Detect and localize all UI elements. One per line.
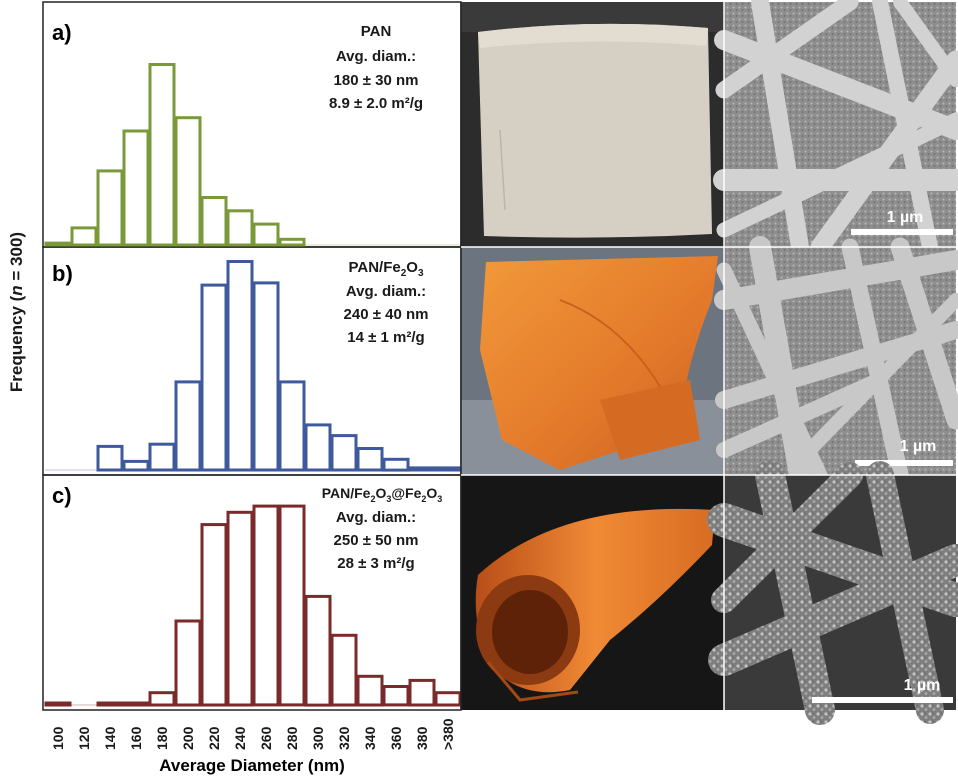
histogram-bar bbox=[200, 523, 228, 707]
histogram-bar bbox=[252, 281, 280, 472]
scale-bar-label: 1 µm bbox=[887, 209, 924, 226]
sem-image-pan: 1 µm bbox=[713, 0, 958, 257]
histogram-bar bbox=[96, 444, 124, 472]
histogram-bar bbox=[44, 701, 72, 707]
x-tick-label: 340 bbox=[362, 726, 378, 750]
histogram-bar bbox=[278, 504, 306, 707]
histogram-bar bbox=[174, 116, 202, 247]
histogram-bar bbox=[408, 678, 436, 707]
x-tick-label: 240 bbox=[232, 726, 248, 750]
histogram-bar bbox=[278, 237, 306, 247]
x-tick-label: >380 bbox=[440, 718, 456, 750]
histogram-bar bbox=[226, 510, 254, 707]
avg-diam-label: Avg. diam.: bbox=[346, 283, 426, 300]
panel-label-c: c) bbox=[52, 483, 72, 508]
scale-bar-label: 1 µm bbox=[904, 677, 941, 694]
x-tick-label: 280 bbox=[284, 726, 300, 750]
histogram-pan bbox=[44, 63, 461, 247]
histogram-bar bbox=[174, 380, 202, 472]
x-tick-label: 260 bbox=[258, 726, 274, 750]
series-title-pan: PAN bbox=[361, 23, 392, 40]
series-title-pan-fe2o3: PAN/Fe2O3 bbox=[348, 259, 423, 279]
x-tick-label: 300 bbox=[310, 726, 326, 750]
histogram-bar bbox=[148, 442, 176, 472]
surface-area-value: 8.9 ± 2.0 m²/g bbox=[329, 95, 423, 112]
avg-diameter-value: 240 ± 40 nm bbox=[344, 306, 429, 323]
histogram-bar bbox=[148, 691, 176, 707]
x-tick-label: 100 bbox=[50, 726, 66, 750]
histogram-bar bbox=[252, 504, 280, 707]
x-tick-label: 120 bbox=[76, 726, 92, 750]
x-tick-label: 160 bbox=[128, 726, 144, 750]
histogram-bar bbox=[96, 701, 124, 707]
scale-bar-label: 1 µm bbox=[900, 438, 937, 455]
x-tick-labels: 100 120 140 160 180 200 220 240 260 280 300 320 340 3… bbox=[50, 718, 456, 750]
photo-pan-fe2o3-mat bbox=[461, 247, 724, 475]
histogram-bar bbox=[434, 466, 462, 472]
x-axis-label: Average Diameter (nm) bbox=[159, 756, 345, 775]
histogram-pan-fe2o3 bbox=[45, 260, 462, 472]
histogram-bar bbox=[44, 241, 72, 247]
annotation-pan-fe2o3: PAN/Fe2O3 Avg. diam.: 240 ± 40 nm 14 ± 1… bbox=[344, 259, 429, 346]
avg-diameter-value: 250 ± 50 nm bbox=[334, 532, 419, 549]
histogram-bar bbox=[304, 423, 332, 472]
avg-diameter-value: 180 ± 30 nm bbox=[334, 72, 419, 89]
surface-area-value: 14 ± 1 m²/g bbox=[347, 329, 424, 346]
photo-pan-mat bbox=[461, 2, 724, 247]
annotation-pan: PAN Avg. diam.: 180 ± 30 nm 8.9 ± 2.0 m²… bbox=[329, 23, 423, 112]
histogram-bar bbox=[252, 222, 280, 247]
histogram-bar bbox=[70, 226, 98, 247]
histogram-bar bbox=[200, 283, 228, 472]
histogram-bar bbox=[148, 63, 176, 247]
photo-pan-fe2o3-at-fe2o3-mat bbox=[461, 475, 724, 710]
histogram-bar bbox=[122, 459, 150, 472]
annotation-pan-fe2o3-at-fe2o3: PAN/Fe2O3@Fe2O3 Avg. diam.: 250 ± 50 nm … bbox=[322, 485, 443, 572]
y-axis-label: Frequency (n = 300) bbox=[7, 232, 26, 392]
x-tick-label: 200 bbox=[180, 726, 196, 750]
histogram-bar bbox=[200, 196, 228, 247]
histogram-bar bbox=[278, 380, 306, 472]
histogram-bar bbox=[356, 674, 384, 707]
histogram-bar bbox=[226, 260, 254, 472]
histogram-bar bbox=[382, 457, 410, 472]
histogram-bar bbox=[330, 434, 358, 472]
histogram-pan-fe2o3-at-fe2o3 bbox=[44, 504, 462, 707]
x-tick-label: 320 bbox=[336, 726, 352, 750]
x-tick-label: 380 bbox=[414, 726, 430, 750]
histogram-bar bbox=[96, 169, 124, 247]
sem-image-pan-fe2o3-at-fe2o3: 1 µm bbox=[707, 460, 958, 725]
avg-diam-label: Avg. diam.: bbox=[336, 509, 416, 526]
panel-label-b: b) bbox=[52, 261, 73, 286]
panel-label-a: a) bbox=[52, 20, 72, 45]
histogram-bar bbox=[330, 633, 358, 707]
histogram-bar bbox=[174, 619, 202, 707]
histogram-bar bbox=[408, 466, 436, 472]
histogram-bar bbox=[382, 685, 410, 707]
surface-area-value: 28 ± 3 m²/g bbox=[337, 555, 414, 572]
histogram-bar bbox=[122, 701, 150, 707]
series-title-pan-fe2o3-at-fe2o3: PAN/Fe2O3@Fe2O3 bbox=[322, 485, 443, 504]
avg-diam-label: Avg. diam.: bbox=[336, 48, 416, 65]
x-tick-label: 180 bbox=[154, 726, 170, 750]
histogram-bar bbox=[434, 691, 462, 707]
histogram-bar bbox=[122, 129, 150, 247]
sem-image-pan-fe2o3: 1 µm bbox=[714, 236, 958, 486]
histogram-bar bbox=[304, 594, 332, 707]
histogram-bar bbox=[356, 447, 384, 472]
x-tick-label: 360 bbox=[388, 726, 404, 750]
x-tick-label: 140 bbox=[102, 726, 118, 750]
x-tick-label: 220 bbox=[206, 726, 222, 750]
histogram-bar bbox=[226, 209, 254, 247]
